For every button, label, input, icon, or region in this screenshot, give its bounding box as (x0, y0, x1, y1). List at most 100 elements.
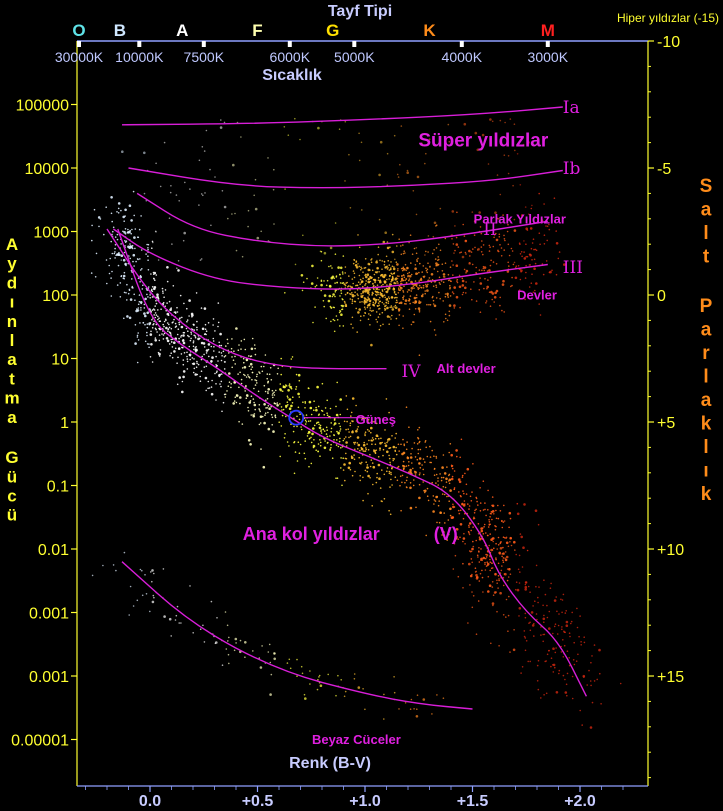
star-point (387, 266, 389, 269)
star-point (530, 207, 533, 210)
star-point (297, 373, 301, 377)
star-point (383, 693, 385, 696)
star-point (344, 690, 347, 693)
star-point (254, 379, 256, 381)
color-tick-label: 0.0 (139, 793, 161, 810)
star-point (503, 249, 506, 251)
star-point (315, 406, 317, 409)
star-point (144, 314, 147, 318)
star-point (307, 387, 310, 389)
star-point (488, 244, 491, 247)
axis-title-letter: n (7, 312, 17, 331)
star-point (249, 362, 253, 366)
star-point (210, 600, 213, 603)
star-point (343, 438, 346, 440)
star-point (131, 228, 133, 231)
star-point (203, 346, 206, 348)
star-point (406, 171, 410, 174)
star-point (452, 264, 454, 266)
axis-title-letter: a (701, 319, 712, 340)
star-point (125, 292, 127, 294)
star-point (496, 579, 498, 582)
star-point (137, 307, 140, 309)
star-point (369, 302, 371, 305)
star-point (458, 512, 461, 515)
star-point (166, 280, 169, 283)
star-point (185, 327, 188, 330)
star-point (555, 596, 557, 598)
star-point (364, 469, 367, 472)
star-point (329, 246, 333, 250)
star-point (270, 413, 273, 416)
star-point (433, 221, 437, 225)
star-point (471, 491, 473, 493)
star-point (127, 292, 130, 295)
star-point (518, 615, 520, 617)
star-point (254, 408, 256, 411)
star-point (534, 248, 537, 251)
star-point (530, 611, 534, 614)
star-point (508, 526, 510, 529)
star-point (422, 473, 425, 476)
star-point (285, 415, 287, 418)
star-point (328, 294, 332, 298)
star-point (349, 298, 352, 300)
star-point (155, 300, 157, 302)
star-point (192, 632, 194, 634)
star-point (287, 404, 289, 406)
star-point (368, 300, 371, 303)
star-point (339, 425, 342, 428)
star-point (379, 447, 381, 449)
star-point (524, 583, 527, 586)
star-point (518, 554, 521, 557)
star-point (360, 141, 363, 144)
star-point (176, 306, 178, 309)
star-point (476, 148, 480, 152)
star-point (427, 499, 430, 502)
star-point (525, 271, 527, 274)
star-point (223, 205, 227, 209)
star-point (374, 290, 377, 293)
star-point (128, 246, 131, 249)
star-point (580, 644, 582, 646)
star-point (479, 282, 483, 285)
star-point (378, 437, 380, 440)
star-point (415, 272, 418, 276)
star-point (586, 684, 588, 686)
star-point (422, 481, 425, 483)
star-point (325, 433, 328, 435)
star-point (248, 401, 251, 404)
star-point (112, 226, 115, 229)
star-point (532, 238, 535, 240)
star-point (409, 708, 412, 710)
star-point (318, 676, 320, 678)
star-point (371, 291, 374, 294)
star-point (152, 241, 154, 244)
star-point (387, 437, 391, 441)
star-point (504, 572, 507, 576)
star-point (391, 250, 395, 254)
star-point (472, 248, 474, 250)
star-point (504, 557, 506, 559)
star-point (165, 337, 169, 340)
star-point (207, 380, 210, 383)
star-point (297, 392, 300, 396)
star-point (499, 510, 502, 512)
star-point (273, 223, 275, 225)
star-point (178, 376, 181, 379)
star-point (329, 407, 332, 410)
star-point (432, 285, 435, 288)
star-point (143, 192, 146, 195)
star-point (469, 255, 471, 257)
star-point (343, 300, 346, 303)
star-point (369, 453, 371, 456)
star-point (144, 340, 147, 343)
star-point (367, 421, 370, 424)
star-point (163, 296, 165, 299)
star-point (417, 452, 420, 455)
star-point (136, 599, 139, 602)
star-point (409, 486, 412, 490)
star-point (566, 694, 568, 697)
star-point (600, 703, 602, 705)
star-point (173, 350, 176, 353)
